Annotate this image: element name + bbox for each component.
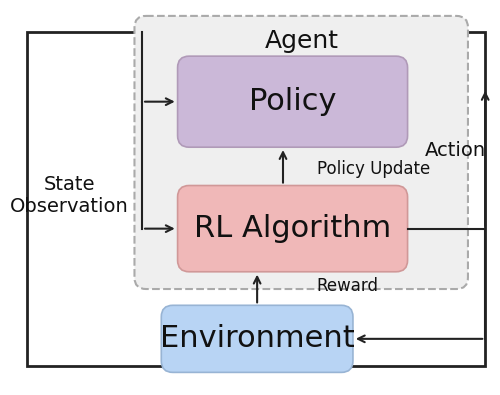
FancyBboxPatch shape bbox=[134, 16, 468, 289]
Text: State
Observation: State Observation bbox=[10, 175, 128, 216]
Bar bbox=[27, 32, 485, 366]
Text: Agent: Agent bbox=[265, 29, 339, 53]
Text: Environment: Environment bbox=[160, 324, 354, 354]
Text: RL Algorithm: RL Algorithm bbox=[194, 214, 391, 243]
FancyBboxPatch shape bbox=[178, 186, 408, 272]
FancyBboxPatch shape bbox=[162, 305, 353, 372]
FancyBboxPatch shape bbox=[178, 56, 408, 147]
Text: Policy: Policy bbox=[249, 87, 336, 116]
Text: Action: Action bbox=[425, 141, 486, 160]
Text: Policy Update: Policy Update bbox=[316, 160, 430, 178]
Text: Reward: Reward bbox=[316, 277, 378, 295]
